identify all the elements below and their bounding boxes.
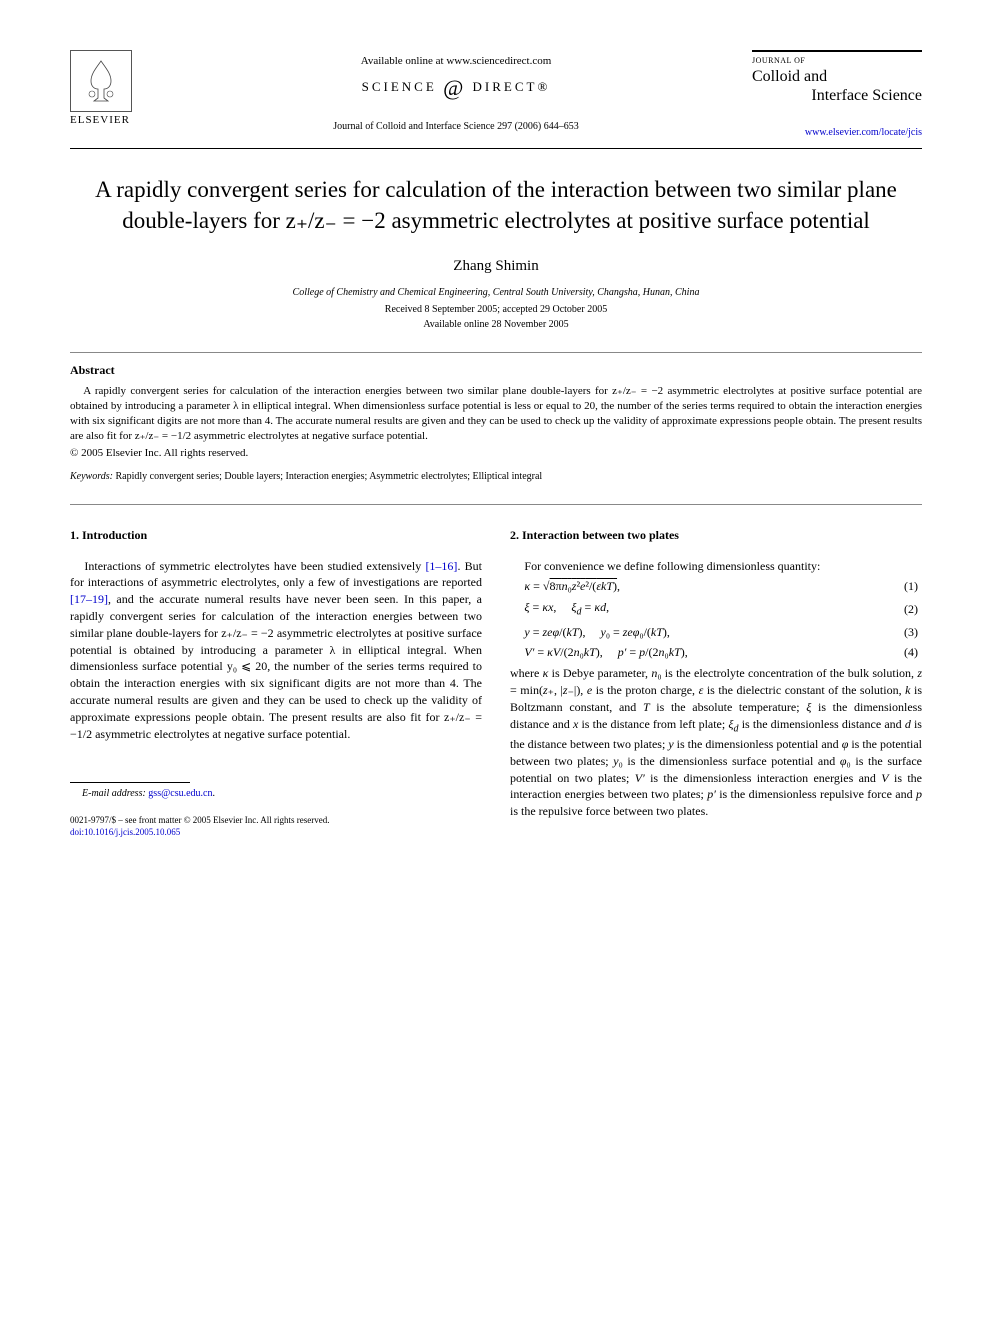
journal-reference: Journal of Colloid and Interface Science… [160, 121, 752, 132]
section-1-heading: 1. Introduction [70, 527, 482, 544]
equation-1: κ = √8πn₀z²e²/(εkT), (1) [510, 578, 922, 595]
sciencedirect-logo: SCIENCE @ DIRECT® [160, 75, 752, 101]
journal-name-line2: Interface Science [752, 86, 922, 105]
eq4-body: V′ = κV/(2n₀kT), p′ = p/(2n₀kT), [510, 644, 688, 661]
journal-title-box: JOURNAL OF Colloid and Interface Science [752, 50, 922, 105]
equation-4: V′ = κV/(2n₀kT), p′ = p/(2n₀kT), (4) [510, 644, 922, 661]
right-column: 2. Interaction between two plates For co… [510, 527, 922, 839]
journal-kicker: JOURNAL OF [752, 56, 922, 65]
two-column-body: 1. Introduction Interactions of symmetri… [70, 527, 922, 839]
section-2-heading: 2. Interaction between two plates [510, 527, 922, 544]
sd-word2: DIRECT® [473, 79, 551, 94]
header-row: ELSEVIER Available online at www.science… [70, 50, 922, 138]
eq2-number: (2) [904, 601, 922, 618]
eq2-body: ξ = κx, ξd = κd, [510, 599, 609, 619]
article-title: A rapidly convergent series for calculat… [90, 174, 902, 236]
email-label: E-mail address: [82, 788, 146, 799]
received-accepted-dates: Received 8 September 2005; accepted 29 O… [70, 304, 922, 315]
section-2-intro: For convenience we define following dime… [510, 558, 922, 575]
intro-paragraph: Interactions of symmetric electrolytes h… [70, 558, 482, 743]
sd-word1: SCIENCE [362, 79, 437, 94]
doi-link[interactable]: doi:10.1016/j.jcis.2005.10.065 [70, 827, 482, 839]
journal-name-line1: Colloid and [752, 67, 922, 86]
divider-below-keywords [70, 504, 922, 505]
keywords-text: Rapidly convergent series; Double layers… [113, 471, 542, 482]
section-2-body: where κ is Debye parameter, n₀ is the el… [510, 665, 922, 820]
email-tail: . [213, 788, 216, 799]
intro-text-c: , and the accurate numeral results have … [70, 592, 482, 740]
citation-link-1-16[interactable]: [1–16] [425, 559, 457, 573]
eq3-number: (3) [904, 624, 922, 641]
intro-text-a: Interactions of symmetric electrolytes h… [84, 559, 425, 573]
footnote-email: E-mail address: gss@csu.edu.cn. [70, 787, 482, 801]
author-name: Zhang Shimin [70, 258, 922, 275]
available-online-text: Available online at www.sciencedirect.co… [160, 55, 752, 67]
eq1-number: (1) [904, 578, 922, 595]
divider-top [70, 148, 922, 149]
sd-at-icon: @ [443, 75, 466, 100]
author-affiliation: College of Chemistry and Chemical Engine… [70, 287, 922, 298]
keywords-line: Keywords: Rapidly convergent series; Dou… [70, 471, 922, 482]
journal-url-link[interactable]: www.elsevier.com/locate/jcis [752, 127, 922, 138]
publisher-name: ELSEVIER [70, 114, 160, 126]
eq1-body: κ = √8πn₀z²e²/(εkT), [510, 578, 620, 595]
page: ELSEVIER Available online at www.science… [0, 0, 992, 879]
abstract-body: A rapidly convergent series for calculat… [70, 384, 922, 443]
publisher-logo-block: ELSEVIER [70, 50, 160, 126]
keywords-label: Keywords: [70, 471, 113, 482]
equation-2: ξ = κx, ξd = κd, (2) [510, 599, 922, 619]
elsevier-tree-icon [70, 50, 132, 112]
tree-icon [76, 56, 126, 106]
eq4-number: (4) [904, 644, 922, 661]
abstract-copyright: © 2005 Elsevier Inc. All rights reserved… [70, 447, 922, 459]
divider-above-abstract [70, 352, 922, 353]
footer-meta: 0021-9797/$ – see front matter © 2005 El… [70, 815, 482, 838]
footnote-rule [70, 782, 190, 783]
left-column: 1. Introduction Interactions of symmetri… [70, 527, 482, 839]
available-online-date: Available online 28 November 2005 [70, 319, 922, 330]
center-header: Available online at www.sciencedirect.co… [160, 50, 752, 132]
abstract-heading: Abstract [70, 363, 922, 378]
email-link[interactable]: gss@csu.edu.cn [146, 788, 213, 799]
journal-url-text: www.elsevier.com/locate/jcis [805, 127, 922, 138]
eq3-body: y = zeφ/(kT), y₀ = zeφ₀/(kT), [510, 624, 670, 641]
journal-box-wrap: JOURNAL OF Colloid and Interface Science… [752, 50, 922, 138]
front-matter-line: 0021-9797/$ – see front matter © 2005 El… [70, 815, 482, 827]
equation-3: y = zeφ/(kT), y₀ = zeφ₀/(kT), (3) [510, 624, 922, 641]
citation-link-17-19[interactable]: [17–19] [70, 592, 108, 606]
